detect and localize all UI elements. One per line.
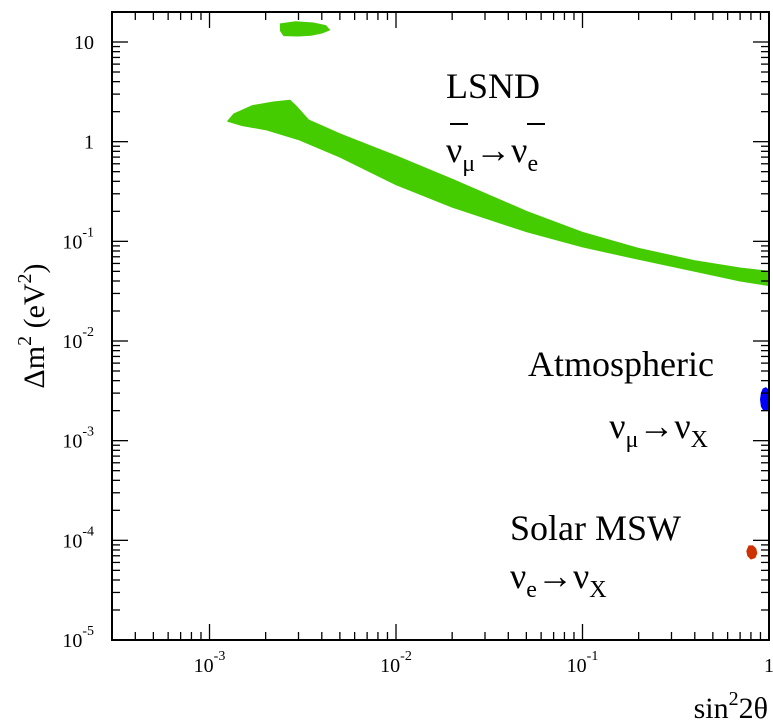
y-tick-label: 10-1	[62, 225, 94, 253]
x-tick-label: 10-1	[567, 649, 599, 677]
y-axis-title: Δm2 (eV2)	[14, 263, 51, 388]
y-tick-label: 10	[74, 32, 94, 54]
solar-msw-region-0	[746, 545, 758, 560]
tick-labels-layer: 10-3 10-2 10-1 1 10 1 10-1 10-2 10-3 10-4 10-5	[62, 32, 773, 677]
x-tick-label: 10-2	[380, 649, 412, 677]
svg-text:νe→νX: νe→νX	[510, 556, 607, 603]
svg-text:Solar MSW: Solar MSW	[510, 508, 681, 548]
ticks-layer	[111, 11, 770, 641]
svg-text:νμ→νX: νμ→νX	[609, 406, 708, 453]
x-axis-title: sin22θ	[694, 688, 768, 724]
svg-text:νμ→νe: νμ→νe	[446, 130, 538, 177]
lsnd-label: LSND νμ→νe	[446, 66, 545, 177]
atmospheric-region-0	[760, 387, 770, 412]
atmospheric-label: Atmospheric νμ→νX	[528, 344, 714, 453]
solar-label: Solar MSW νe→νX	[510, 508, 681, 603]
y-tick-label: 10-3	[62, 425, 94, 453]
x-tick-label: 10-3	[194, 649, 226, 677]
lsnd-region-1	[279, 21, 330, 37]
svg-text:Atmospheric: Atmospheric	[528, 344, 714, 384]
y-tick-label: 10-2	[62, 325, 94, 353]
svg-text:LSND: LSND	[446, 66, 540, 106]
plot-frame	[111, 11, 770, 641]
lsnd-region-0	[227, 99, 770, 287]
y-tick-label: 10-5	[62, 624, 94, 652]
y-tick-label: 1	[84, 132, 94, 154]
y-tick-label: 10-4	[62, 524, 94, 552]
x-tick-label: 1	[764, 655, 773, 677]
